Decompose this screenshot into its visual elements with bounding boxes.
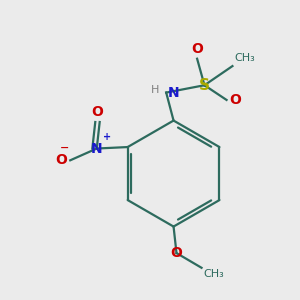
- Text: +: +: [103, 132, 111, 142]
- Text: H: H: [151, 85, 159, 95]
- Text: O: O: [191, 42, 203, 56]
- Text: O: O: [56, 153, 67, 167]
- Text: CH₃: CH₃: [234, 53, 255, 63]
- Text: N: N: [91, 142, 103, 155]
- Text: O: O: [171, 246, 182, 260]
- Text: S: S: [199, 78, 210, 93]
- Text: O: O: [230, 93, 242, 107]
- Text: O: O: [91, 105, 103, 119]
- Text: N: N: [168, 85, 179, 100]
- Text: −: −: [59, 143, 69, 153]
- Text: CH₃: CH₃: [203, 269, 224, 279]
